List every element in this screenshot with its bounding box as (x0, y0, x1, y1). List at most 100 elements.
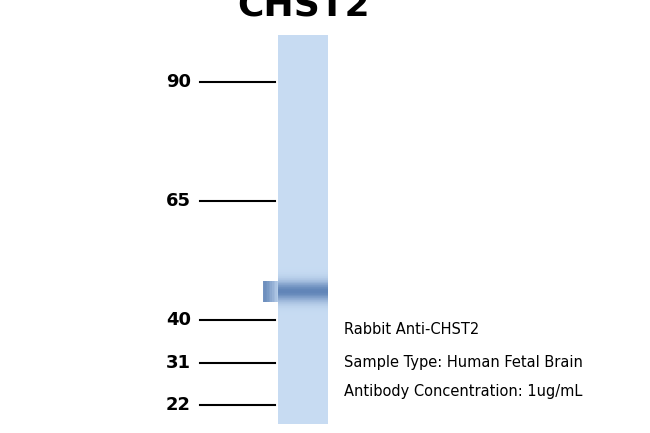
Bar (278, 168, 328, 170)
Bar (278, 357, 328, 358)
Bar (278, 163, 328, 164)
Bar (278, 43, 328, 44)
Bar (278, 310, 328, 311)
Bar (278, 66, 328, 67)
Bar (278, 374, 328, 375)
Bar (278, 170, 328, 171)
Text: Rabbit Anti-CHST2: Rabbit Anti-CHST2 (344, 322, 479, 337)
Bar (278, 304, 328, 305)
Bar (278, 212, 328, 213)
Bar (278, 396, 328, 397)
Bar (278, 186, 328, 187)
Bar (278, 362, 328, 363)
Bar (278, 90, 328, 91)
Bar (278, 85, 328, 86)
Bar (278, 261, 328, 262)
Bar (278, 57, 328, 58)
Bar (278, 405, 328, 406)
Bar (278, 230, 328, 231)
Bar (278, 269, 328, 271)
Bar (278, 126, 328, 127)
Bar (278, 111, 328, 113)
Bar (278, 115, 328, 116)
Bar (278, 71, 328, 73)
Bar (278, 135, 328, 136)
Bar (278, 262, 328, 263)
Bar (278, 78, 328, 79)
Bar (278, 291, 328, 293)
Bar (278, 343, 328, 344)
Bar (278, 282, 328, 283)
Bar (278, 322, 328, 323)
Bar (278, 35, 328, 36)
Bar (278, 190, 328, 191)
Bar (278, 265, 328, 267)
Bar (278, 284, 328, 285)
Bar (278, 173, 328, 174)
Bar (278, 286, 328, 288)
Bar (278, 370, 328, 371)
Bar (278, 208, 328, 209)
Bar (267, 281, 278, 302)
Bar (278, 41, 328, 42)
Bar (278, 323, 328, 324)
Bar (278, 45, 328, 47)
Bar (278, 240, 328, 241)
Bar (278, 305, 328, 306)
Bar (278, 345, 328, 346)
Bar (278, 176, 328, 177)
Bar (278, 106, 328, 107)
Bar (278, 249, 328, 250)
Bar (278, 407, 328, 408)
Text: 40: 40 (166, 311, 191, 329)
Bar (278, 243, 328, 245)
Bar (278, 77, 328, 78)
Bar (278, 234, 328, 236)
Bar (278, 418, 328, 420)
Bar (278, 185, 328, 187)
Bar (278, 137, 328, 138)
Bar (278, 297, 328, 298)
Bar (278, 243, 328, 244)
Bar (278, 215, 328, 216)
Bar (278, 260, 328, 262)
Bar (278, 321, 328, 323)
Bar (278, 37, 328, 38)
Bar (278, 153, 328, 154)
Bar (278, 89, 328, 90)
Bar (278, 366, 328, 367)
Bar (278, 400, 328, 401)
Bar (278, 420, 328, 421)
Bar (278, 340, 328, 341)
Bar (278, 205, 328, 206)
Bar (278, 61, 328, 62)
Bar (278, 376, 328, 377)
Bar (278, 378, 328, 379)
Bar (278, 115, 328, 116)
Bar (278, 140, 328, 141)
Bar (278, 286, 328, 287)
Bar (278, 99, 328, 100)
Bar (278, 413, 328, 414)
Bar (278, 349, 328, 350)
Bar (278, 311, 328, 312)
Bar (278, 172, 328, 173)
Bar (278, 389, 328, 390)
Bar (278, 308, 328, 309)
Bar (278, 201, 328, 202)
Bar (278, 188, 328, 189)
Bar (278, 206, 328, 207)
Bar (278, 232, 328, 233)
Bar (278, 150, 328, 151)
Bar (278, 216, 328, 217)
Bar (278, 252, 328, 254)
Bar (278, 39, 328, 40)
Bar (278, 155, 328, 156)
Bar (278, 293, 328, 294)
Bar (278, 396, 328, 397)
Text: 65: 65 (166, 192, 191, 210)
Bar (278, 249, 328, 250)
Bar (278, 236, 328, 237)
Bar (278, 267, 328, 268)
Bar (278, 310, 328, 311)
